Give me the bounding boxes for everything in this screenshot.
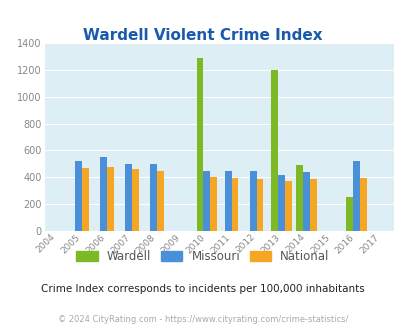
Bar bbox=[132, 169, 139, 231]
Bar bbox=[100, 157, 107, 231]
Bar bbox=[256, 179, 263, 231]
Bar bbox=[352, 161, 359, 231]
Bar bbox=[231, 178, 238, 231]
Bar bbox=[224, 171, 231, 231]
Legend: Wardell, Missouri, National: Wardell, Missouri, National bbox=[72, 247, 333, 267]
Bar bbox=[309, 179, 316, 231]
Bar bbox=[345, 197, 352, 231]
Bar bbox=[203, 171, 210, 231]
Bar bbox=[125, 164, 132, 231]
Bar bbox=[296, 165, 303, 231]
Text: Wardell Violent Crime Index: Wardell Violent Crime Index bbox=[83, 28, 322, 43]
Bar bbox=[210, 177, 216, 231]
Bar bbox=[156, 171, 163, 231]
Bar bbox=[196, 58, 203, 231]
Bar bbox=[107, 167, 113, 231]
Bar bbox=[271, 70, 277, 231]
Text: Crime Index corresponds to incidents per 100,000 inhabitants: Crime Index corresponds to incidents per… bbox=[41, 284, 364, 294]
Bar bbox=[75, 161, 82, 231]
Bar bbox=[150, 164, 156, 231]
Bar bbox=[284, 181, 291, 231]
Bar bbox=[249, 171, 256, 231]
Bar bbox=[82, 168, 89, 231]
Bar bbox=[359, 178, 366, 231]
Bar bbox=[303, 172, 309, 231]
Text: © 2024 CityRating.com - https://www.cityrating.com/crime-statistics/: © 2024 CityRating.com - https://www.city… bbox=[58, 315, 347, 324]
Bar bbox=[277, 175, 284, 231]
